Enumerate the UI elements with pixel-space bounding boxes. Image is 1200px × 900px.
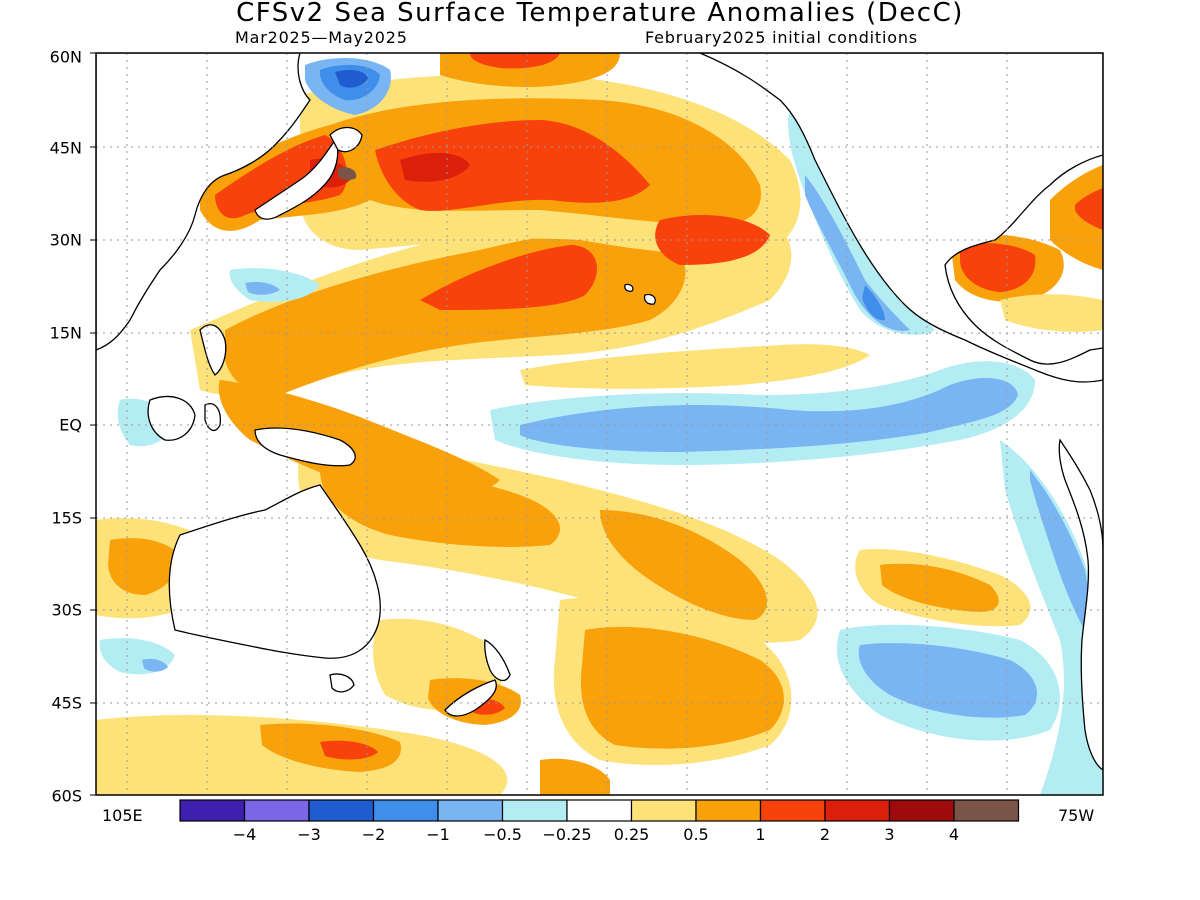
peru-chile-cool bbox=[1000, 440, 1103, 795]
north-america bbox=[699, 53, 1103, 383]
colorbar-swatch bbox=[566, 799, 633, 822]
colorbar-tick-label: −4 bbox=[232, 825, 257, 844]
hawaii bbox=[624, 283, 656, 305]
gulf-of-mexico-red bbox=[960, 243, 1036, 292]
colorbar-swatch bbox=[372, 799, 439, 822]
colorbar-tick-label: 4 bbox=[948, 825, 960, 844]
east-china-sea-blue bbox=[245, 281, 280, 295]
map-title: CFSv2 Sea Surface Temperature Anomalies … bbox=[236, 0, 964, 28]
atlantic-gulfstream-red bbox=[1075, 188, 1103, 230]
colorbar-tick-label: −0.25 bbox=[542, 825, 592, 844]
colorbar-swatch bbox=[437, 799, 504, 822]
colorbar-swatch bbox=[759, 799, 826, 822]
equatorial-cold-tongue bbox=[520, 377, 1018, 452]
lat-label-15n: 15N bbox=[49, 323, 82, 343]
colorbar-swatch bbox=[501, 799, 568, 822]
lat-label-60n: 60N bbox=[49, 47, 82, 67]
initial-conditions: February2025 initial conditions bbox=[645, 28, 918, 47]
lat-label-60s: 60S bbox=[51, 786, 82, 806]
kuroshio-core bbox=[400, 153, 470, 182]
japan-warm-red bbox=[215, 135, 348, 219]
lon-label-west: 105E bbox=[102, 806, 143, 825]
tasmania bbox=[329, 673, 355, 693]
australia bbox=[168, 484, 381, 659]
coastlines bbox=[96, 53, 1103, 771]
southern-ocean-warm-east bbox=[540, 758, 610, 795]
colorbar-tick-label: −1 bbox=[426, 825, 450, 844]
central-south-pacific-orange bbox=[600, 510, 767, 620]
philippines bbox=[199, 324, 227, 376]
plot-frame bbox=[95, 52, 1104, 796]
southern-ocean-red bbox=[320, 740, 378, 760]
colorbar-swatch bbox=[630, 799, 697, 822]
new-guinea bbox=[254, 427, 356, 467]
lat-label-eq: EQ bbox=[59, 415, 82, 435]
borneo bbox=[147, 395, 196, 441]
colorbar-swatch bbox=[824, 799, 891, 822]
new-zealand-north bbox=[484, 638, 511, 682]
atlantic-gulfstream-warm bbox=[1050, 165, 1103, 270]
southeast-pacific-blue bbox=[858, 643, 1037, 718]
lat-label-45s: 45S bbox=[51, 693, 82, 713]
california-coast-blue bbox=[805, 175, 910, 331]
bering-red bbox=[470, 53, 560, 69]
colorbar-swatch bbox=[695, 799, 762, 822]
lat-label-45n: 45N bbox=[49, 138, 82, 158]
maritime-continent-warm bbox=[218, 380, 500, 497]
okhotsk-cold-center bbox=[335, 70, 368, 88]
japan-peak bbox=[338, 167, 357, 181]
colorbar-swatch bbox=[308, 799, 375, 822]
north-pacific-warm-core bbox=[420, 245, 597, 310]
colorbar-tick-label: 2 bbox=[819, 825, 831, 844]
anomaly-field bbox=[96, 53, 1103, 795]
peru-chile-blue bbox=[1030, 470, 1093, 640]
colorbar-tick-label: 3 bbox=[884, 825, 895, 844]
colorbar-tick-label: −3 bbox=[297, 825, 321, 844]
colorbar-swatch bbox=[953, 799, 1020, 822]
lat-label-30s: 30S bbox=[51, 600, 82, 620]
hokkaido bbox=[329, 126, 363, 153]
colorbar-tick-label: −2 bbox=[361, 825, 386, 844]
asia-landmass bbox=[96, 53, 311, 351]
lat-label-30n: 30N bbox=[49, 230, 82, 250]
colorbar-tick-label: 0.25 bbox=[613, 825, 650, 844]
eastern-pacific-warm-strip bbox=[520, 344, 870, 389]
west-australia-orange bbox=[108, 538, 180, 595]
graticule bbox=[96, 53, 1103, 795]
south-pacific-orange-blob bbox=[580, 626, 784, 749]
caribbean-warm bbox=[1000, 294, 1103, 332]
new-zealand-south bbox=[444, 679, 497, 717]
south-america bbox=[1058, 438, 1103, 771]
colorbar-tick-label: 0.5 bbox=[683, 825, 709, 844]
lat-label-15s: 15S bbox=[51, 508, 82, 528]
forecast-period: Mar2025—May2025 bbox=[235, 28, 408, 47]
baja-cold bbox=[862, 285, 885, 321]
japan-islands bbox=[254, 138, 339, 220]
cool-patch-southwest-blue bbox=[142, 658, 168, 672]
axis-ticks bbox=[90, 52, 96, 796]
southeast-pacific-orange bbox=[880, 563, 999, 612]
colorbar-swatch bbox=[179, 799, 246, 822]
kuroshio-extension-warm bbox=[375, 120, 650, 211]
colorbar-swatch bbox=[888, 799, 955, 822]
colorbar bbox=[179, 799, 1020, 822]
lon-label-east: 75W bbox=[1058, 806, 1095, 825]
colorbar-tick-label: 1 bbox=[755, 825, 766, 844]
colorbar-tick-label: −0.5 bbox=[483, 825, 522, 844]
colorbar-swatch bbox=[243, 799, 310, 822]
